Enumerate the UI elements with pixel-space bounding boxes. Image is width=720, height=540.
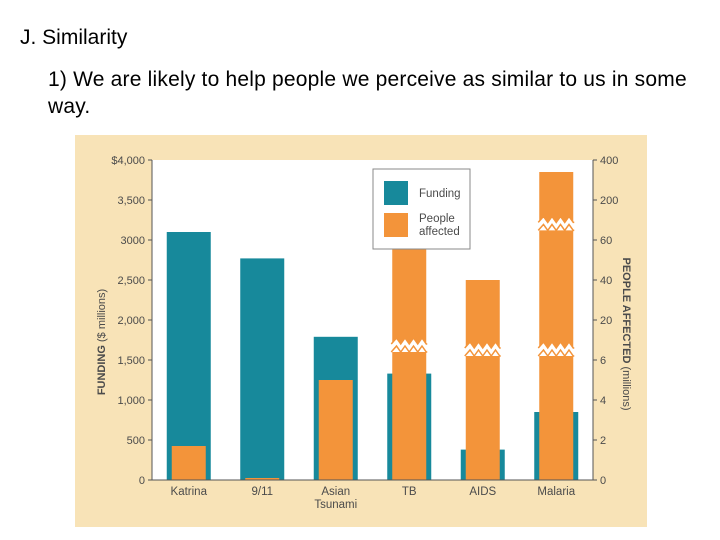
axis-break-marker (390, 344, 428, 354)
y-tick-label-left: 1,500 (117, 355, 145, 367)
y-tick-label-left: 500 (127, 435, 145, 447)
y-tick-label-left: $4,000 (111, 155, 145, 167)
axis-break-marker (537, 348, 575, 358)
x-tick-label: Asian Tsunami (314, 486, 357, 511)
y-tick-label-right: 4 (600, 395, 606, 407)
y-tick-label-left: 2,500 (117, 275, 145, 287)
y-tick-label-right: 2 (600, 435, 606, 447)
y-tick-label-right: 400 (600, 155, 618, 167)
axis-break-marker (464, 348, 501, 358)
x-tick-label: Katrina (171, 486, 208, 498)
people-bar (318, 380, 353, 480)
legend-label-funding: Funding (419, 188, 461, 200)
legend-swatch-people (384, 213, 408, 237)
y-tick-label-right: 60 (600, 235, 612, 247)
people-bar (392, 232, 427, 480)
legend-label-people: People affected (419, 213, 460, 238)
people-bar (465, 280, 500, 480)
chart-panel: 0 0 500 2 1,000 4 1,500 6 2,000 20 2,500 40 3000 60 3,… (75, 135, 647, 527)
x-tick-label: Malaria (537, 486, 575, 498)
y-tick-label-left: 3000 (121, 235, 145, 247)
y-axis-title-left: FUNDING ($ millions) (96, 289, 108, 395)
axis-break-marker (390, 336, 428, 346)
y-tick-label-right: 6 (600, 355, 606, 367)
x-tick-label: TB (402, 486, 417, 498)
axis-break-marker (537, 215, 575, 224)
slide-heading: J. Similarity (20, 26, 128, 49)
y-tick-label-left: 2,000 (117, 315, 145, 327)
axis-break-marker (464, 340, 501, 350)
y-tick-label-right: 40 (600, 275, 612, 287)
funding-bar (240, 258, 285, 480)
y-tick-label-right: 0 (600, 475, 606, 487)
legend-swatch-funding (384, 181, 408, 205)
bullet-point: 1) We are likely to help people we perce… (48, 68, 687, 118)
y-tick-label-left: 1,000 (117, 395, 145, 407)
bar-chart: 0 0 500 2 1,000 4 1,500 6 2,000 20 2,500 40 3000 60 3,… (96, 155, 632, 511)
axis-break-marker (537, 340, 575, 350)
x-tick-label: AIDS (469, 486, 496, 498)
y-tick-label-right: 200 (600, 195, 618, 207)
funding-bar (166, 232, 211, 480)
y-axis-title-right: PEOPLE AFFECTED (millions) (620, 258, 632, 411)
axis-break-marker (537, 223, 575, 232)
people-bar (171, 446, 206, 480)
y-tick-label-left: 0 (139, 475, 145, 487)
y-tick-label-left: 3,500 (117, 195, 145, 207)
y-tick-label-right: 20 (600, 315, 612, 327)
x-tick-label: 9/11 (251, 486, 273, 498)
people-bar (245, 478, 280, 480)
